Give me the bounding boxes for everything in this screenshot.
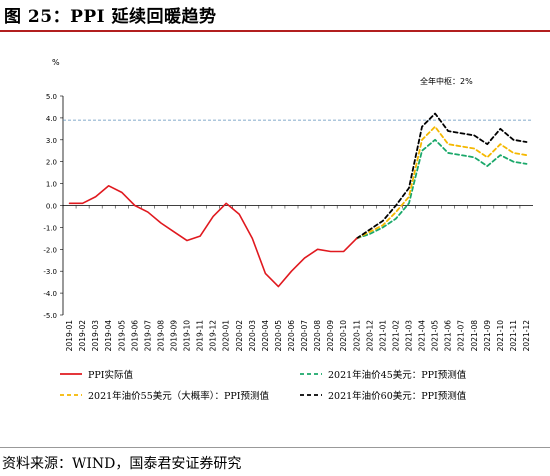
x-tick-label: 2021-11 bbox=[509, 320, 518, 352]
ppi-line-chart: % 5.0 4.0 3.0 2.0 1.0 0.0 -1.0 -2.0 -3.0 -4.0 -5.0 2… bbox=[43, 58, 533, 402]
x-tick-label: 2021-09 bbox=[483, 320, 492, 352]
x-tick-label: 2020-05 bbox=[274, 320, 283, 352]
y-tick-label: 4.0 bbox=[46, 115, 57, 123]
x-tick-label: 2019-04 bbox=[104, 320, 113, 352]
x-tick-label: 2020-04 bbox=[261, 320, 270, 352]
x-tick-label: 2020-11 bbox=[352, 320, 361, 352]
title-divider bbox=[0, 30, 550, 32]
x-tick-label: 2020-09 bbox=[326, 320, 335, 352]
y-tick-label: -5.0 bbox=[43, 312, 57, 320]
x-tick-label: 2021-01 bbox=[378, 320, 387, 352]
x-tick-label: 2019-07 bbox=[143, 320, 152, 352]
x-tick-label: 2021-03 bbox=[404, 320, 413, 352]
legend-label: 2021年油价45美元：PPI预测值 bbox=[328, 369, 467, 381]
y-tick-label: -3.0 bbox=[43, 268, 57, 276]
x-tick-label: 2021-02 bbox=[391, 320, 400, 352]
y-tick-label: 1.0 bbox=[46, 181, 57, 189]
x-tick-label: 2021-10 bbox=[496, 320, 505, 352]
x-tick-label: 2019-05 bbox=[117, 320, 126, 352]
legend-label: PPI实际值 bbox=[88, 369, 134, 381]
x-tick-label: 2020-08 bbox=[313, 320, 322, 352]
x-tick-label: 2019-03 bbox=[91, 320, 100, 352]
x-tick-label: 2020-02 bbox=[235, 320, 244, 352]
x-tick-label: 2019-02 bbox=[78, 320, 87, 352]
x-tick-label: 2020-07 bbox=[300, 320, 309, 352]
x-tick-label: 2020-10 bbox=[339, 320, 348, 352]
reference-line-label: 全年中枢：2% bbox=[420, 76, 473, 86]
y-tick-label: 2.0 bbox=[46, 159, 57, 167]
x-tick-label: 2021-04 bbox=[418, 320, 427, 352]
x-tick-label: 2021-06 bbox=[444, 320, 453, 352]
x-tick-label: 2019-08 bbox=[156, 320, 165, 352]
figure-header: 图 25：PPI 延续回暖趋势 bbox=[0, 0, 550, 32]
x-tick-label: 2020-12 bbox=[365, 320, 374, 352]
legend-label: 2021年油价55美元（大概率）：PPI预测值 bbox=[88, 390, 270, 402]
series-line-2 bbox=[355, 125, 528, 240]
x-tick-label: 2021-08 bbox=[470, 320, 479, 352]
x-tick-label: 2021-12 bbox=[522, 320, 531, 352]
y-tick-label: 3.0 bbox=[46, 137, 57, 145]
x-tick-label: 2019-10 bbox=[183, 320, 192, 352]
x-tick-label: 2019-01 bbox=[65, 320, 74, 352]
series-line-1 bbox=[355, 138, 528, 240]
source-divider bbox=[0, 447, 550, 448]
y-tick-label: -2.0 bbox=[43, 246, 57, 254]
figure-title: 图 25：PPI 延续回暖趋势 bbox=[4, 7, 217, 27]
x-tick-label: 2019-11 bbox=[196, 320, 205, 352]
x-tick-label: 2020-06 bbox=[287, 320, 296, 352]
y-axis-unit: % bbox=[52, 58, 60, 67]
legend-label: 2021年油价60美元：PPI预测值 bbox=[328, 390, 467, 402]
x-tick-label: 2019-06 bbox=[130, 320, 139, 352]
y-tick-label: 5.0 bbox=[46, 93, 57, 101]
y-tick-label: -4.0 bbox=[43, 290, 57, 298]
series-line-0 bbox=[68, 184, 358, 288]
x-tick-label: 2020-01 bbox=[222, 320, 231, 352]
series-line-3 bbox=[355, 112, 528, 240]
x-tick-label: 2020-03 bbox=[248, 320, 257, 352]
y-tick-label: -1.0 bbox=[43, 224, 57, 232]
x-tick-label: 2019-12 bbox=[209, 320, 218, 352]
x-tick-label: 2019-09 bbox=[169, 320, 178, 352]
x-tick-label: 2021-07 bbox=[457, 320, 466, 352]
y-tick-label: 0.0 bbox=[46, 203, 57, 211]
x-tick-label: 2021-05 bbox=[431, 320, 440, 352]
source-note: 资料来源：WIND，国泰君安证券研究 bbox=[2, 456, 242, 472]
